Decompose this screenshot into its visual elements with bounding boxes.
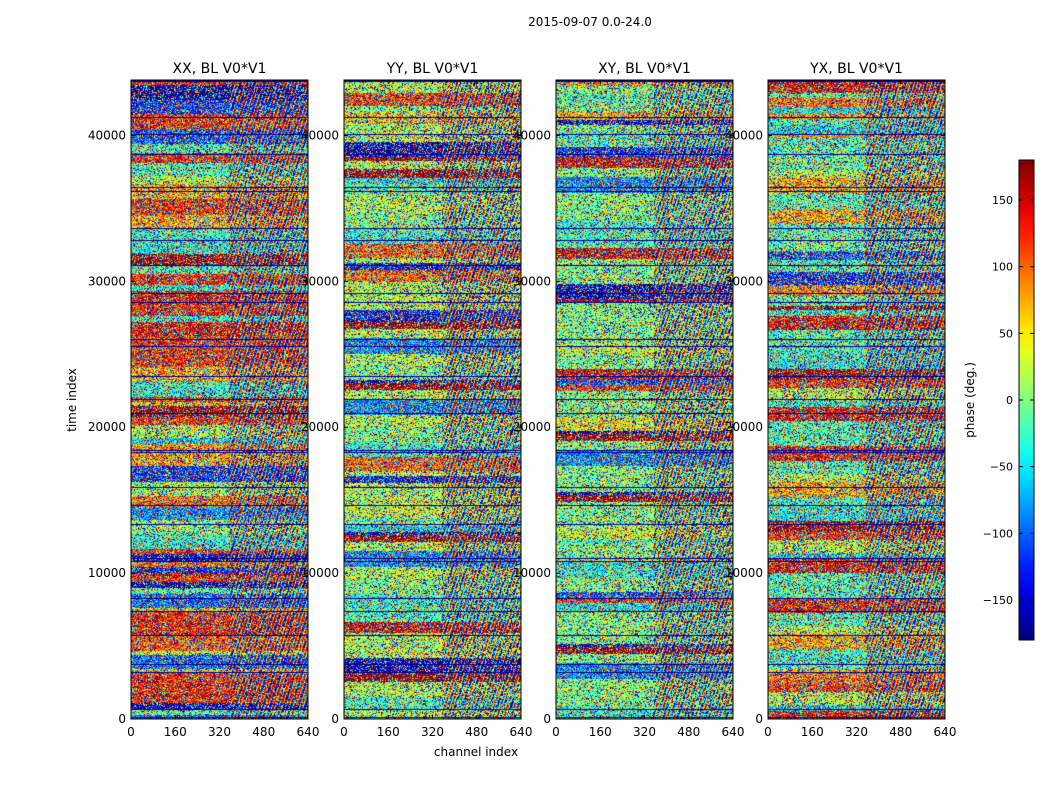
colorbar-tick-label: −50 xyxy=(990,461,1013,474)
colorbar-tick-label: 100 xyxy=(992,261,1013,274)
phase-image xyxy=(131,80,308,719)
figure-title: 2015-09-07 0.0-24.0 xyxy=(528,15,652,29)
x-tick-label: 640 xyxy=(297,725,320,739)
y-tick-label: 20000 xyxy=(513,420,551,434)
x-tick-label: 160 xyxy=(801,725,824,739)
phase-image xyxy=(344,80,521,719)
y-tick-label: 0 xyxy=(331,712,339,726)
x-tick-label: 640 xyxy=(722,725,745,739)
x-tick-label: 160 xyxy=(589,725,612,739)
colorbar-tick-label: 0 xyxy=(1006,394,1013,407)
x-tick-label: 0 xyxy=(127,725,135,739)
x-tick-label: 480 xyxy=(677,725,700,739)
x-tick-label: 320 xyxy=(633,725,656,739)
y-tick-label: 30000 xyxy=(725,274,763,288)
x-tick-label: 480 xyxy=(252,725,275,739)
y-tick-label: 20000 xyxy=(88,420,126,434)
phase-image xyxy=(556,80,733,719)
y-tick-label: 30000 xyxy=(88,274,126,288)
y-axis-label: time index xyxy=(65,368,79,432)
y-tick-label: 10000 xyxy=(513,566,551,580)
y-tick-label: 0 xyxy=(118,712,126,726)
panel-xy: XY, BL V0*V1 0 160 320 480 640 0 10000 20000 3000… xyxy=(513,61,745,739)
colorbar-tick-label: 50 xyxy=(999,327,1013,340)
x-tick-label: 640 xyxy=(934,725,957,739)
x-tick-label: 320 xyxy=(845,725,868,739)
colorbar-tick-label: −150 xyxy=(983,594,1013,607)
y-tick-label: 40000 xyxy=(513,128,551,142)
x-tick-label: 320 xyxy=(208,725,231,739)
y-tick-label: 40000 xyxy=(725,128,763,142)
y-tick-label: 30000 xyxy=(513,274,551,288)
x-tick-label: 0 xyxy=(764,725,772,739)
x-tick-label: 160 xyxy=(377,725,400,739)
phase-image xyxy=(768,80,945,719)
y-tick-label: 10000 xyxy=(725,566,763,580)
colorbar-label: phase (deg.) xyxy=(963,362,977,438)
y-tick-label: 0 xyxy=(755,712,763,726)
y-tick-label: 20000 xyxy=(725,420,763,434)
panel-yx: YX, BL V0*V1 0 160 320 480 640 0 10000 20000 3000… xyxy=(725,61,957,739)
y-tick-label: 30000 xyxy=(301,274,339,288)
panel-title: YX, BL V0*V1 xyxy=(809,61,903,77)
colorbar-tick-label: 150 xyxy=(992,194,1013,207)
x-tick-label: 640 xyxy=(510,725,533,739)
x-tick-label: 480 xyxy=(889,725,912,739)
x-tick-label: 0 xyxy=(552,725,560,739)
y-tick-label: 20000 xyxy=(301,420,339,434)
y-tick-label: 40000 xyxy=(88,128,126,142)
panel-title: XX, BL V0*V1 xyxy=(173,61,267,77)
panel-title: YY, BL V0*V1 xyxy=(386,61,479,77)
x-tick-label: 480 xyxy=(465,725,488,739)
y-tick-label: 40000 xyxy=(301,128,339,142)
x-tick-label: 0 xyxy=(340,725,348,739)
y-tick-label: 10000 xyxy=(301,566,339,580)
colorbar: 150 100 50 0 −50 −100 −150 xyxy=(983,159,1035,641)
x-axis-label: channel index xyxy=(434,745,518,759)
x-tick-label: 160 xyxy=(164,725,187,739)
colorbar-tick-label: −100 xyxy=(983,527,1013,540)
panel-yy: YY, BL V0*V1 0 160 320 480 640 0 10000 20000 3000… xyxy=(301,61,533,739)
y-tick-label: 10000 xyxy=(88,566,126,580)
panel-xx: XX, BL V0*V1 0 160 320 480 640 0 10000 20000 3000… xyxy=(88,61,320,739)
y-tick-label: 0 xyxy=(543,712,551,726)
x-tick-label: 320 xyxy=(421,725,444,739)
panel-title: XY, BL V0*V1 xyxy=(598,61,691,77)
panels: XX, BL V0*V1 0 160 320 480 640 0 10000 20000 3000… xyxy=(88,61,957,739)
